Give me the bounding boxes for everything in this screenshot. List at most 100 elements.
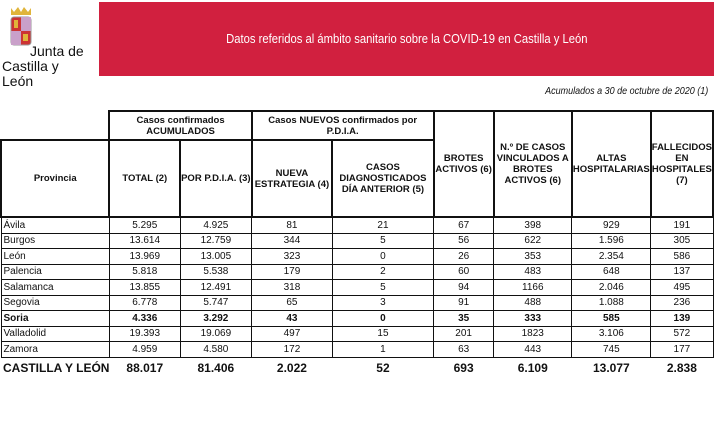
group-header-acumulados: Casos confirmados ACUMULADOS bbox=[108, 110, 253, 141]
total-cell: 6.109 bbox=[517, 360, 548, 375]
col-header: TOTAL (2) bbox=[108, 139, 182, 218]
value-cell: 13.005 bbox=[179, 248, 253, 265]
value-cell: 201 bbox=[433, 325, 495, 342]
col-header: BROTES ACTIVOS (6) bbox=[432, 110, 495, 218]
value-cell: 179 bbox=[251, 263, 333, 280]
value-cell: 13.969 bbox=[108, 248, 181, 265]
value-cell: 1.596 bbox=[571, 232, 652, 249]
province-cell: Valladolid bbox=[0, 325, 110, 342]
value-cell: 35 bbox=[433, 310, 495, 327]
value-cell: 172 bbox=[251, 341, 333, 358]
table-row: Salamanca 13.855 12.491 318 5 94 1166 2.046 495 bbox=[0, 279, 714, 296]
value-cell: 344 bbox=[251, 232, 333, 249]
table-row: Ávila 5.295 4.925 81 21 67 398 929 191 bbox=[0, 216, 714, 234]
value-cell: 60 bbox=[433, 263, 495, 280]
logo-text-1: Junta de bbox=[30, 43, 84, 59]
value-cell: 0 bbox=[331, 248, 435, 265]
total-cell: 2.022 bbox=[276, 360, 307, 375]
value-cell: 94 bbox=[433, 279, 495, 296]
total-cell: 52 bbox=[376, 360, 390, 375]
value-cell: 137 bbox=[650, 263, 714, 280]
province-cell: Salamanca bbox=[0, 279, 110, 296]
value-cell: 4.580 bbox=[179, 341, 253, 358]
value-cell: 5 bbox=[331, 232, 435, 249]
value-cell: 12.491 bbox=[179, 279, 253, 296]
value-cell: 5.295 bbox=[108, 216, 181, 234]
total-cell: 2.838 bbox=[666, 360, 697, 375]
province-cell: Ávila bbox=[0, 216, 110, 234]
blank-cell bbox=[1, 111, 110, 141]
value-cell: 6.778 bbox=[108, 294, 181, 311]
value-cell: 236 bbox=[650, 294, 714, 311]
covid-data-table: Casos confirmados ACUMULADOS Casos NUEVO… bbox=[0, 110, 714, 378]
value-cell: 497 bbox=[251, 325, 333, 342]
col-header: NUEVA ESTRATEGIA (4) bbox=[250, 139, 334, 218]
value-cell: 5 bbox=[331, 279, 435, 296]
value-cell: 12.759 bbox=[179, 232, 253, 249]
total-cell: 88.017 bbox=[126, 360, 164, 375]
value-cell: 929 bbox=[571, 216, 652, 234]
value-cell: 2 bbox=[331, 263, 435, 280]
province-cell: Soria bbox=[0, 310, 110, 327]
banner-title: Datos referidos al ámbito sanitario sobr… bbox=[225, 32, 588, 46]
value-cell: 495 bbox=[650, 279, 714, 296]
total-cell: 13.077 bbox=[592, 360, 630, 375]
value-cell: 5.818 bbox=[108, 263, 181, 280]
value-cell: 13.614 bbox=[108, 232, 181, 249]
table-row: Soria 4.336 3.292 43 0 35 333 585 139 bbox=[0, 310, 714, 327]
value-cell: 43 bbox=[251, 310, 333, 327]
value-cell: 1823 bbox=[493, 325, 573, 342]
value-cell: 333 bbox=[493, 310, 573, 327]
value-cell: 745 bbox=[571, 341, 652, 358]
value-cell: 191 bbox=[650, 216, 714, 234]
province-cell: León bbox=[0, 248, 110, 265]
province-cell: Zamora bbox=[0, 341, 110, 358]
coat-of-arms-icon bbox=[10, 7, 32, 46]
province-cell: Burgos bbox=[0, 232, 110, 249]
value-cell: 323 bbox=[251, 248, 333, 265]
value-cell: 1.088 bbox=[571, 294, 652, 311]
value-cell: 13.855 bbox=[108, 279, 181, 296]
table-row: León 13.969 13.005 323 0 26 353 2.354 586 bbox=[0, 248, 714, 265]
value-cell: 63 bbox=[433, 341, 495, 358]
total-label: CASTILLA Y LEÓN bbox=[3, 360, 110, 375]
value-cell: 5.747 bbox=[179, 294, 253, 311]
table-row: Burgos 13.614 12.759 344 5 56 622 1.596 305 bbox=[0, 232, 714, 249]
value-cell: 353 bbox=[493, 248, 573, 265]
value-cell: 4.336 bbox=[108, 310, 181, 327]
group-header-nuevos: Casos NUEVOS confirmados por P.D.I.A. bbox=[250, 110, 435, 141]
value-cell: 3.292 bbox=[179, 310, 253, 327]
value-cell: 4.925 bbox=[179, 216, 253, 234]
total-cell: 693 bbox=[453, 360, 474, 375]
value-cell: 2.354 bbox=[571, 248, 652, 265]
value-cell: 4.959 bbox=[108, 341, 181, 358]
value-cell: 1 bbox=[331, 341, 435, 358]
value-cell: 398 bbox=[493, 216, 573, 234]
value-cell: 19.393 bbox=[108, 325, 181, 342]
table-row: Valladolid 19.393 19.069 497 15 201 1823 3.106 5… bbox=[0, 325, 714, 342]
col-header: ALTAS HOSPITALARIAS bbox=[570, 110, 652, 218]
value-cell: 56 bbox=[433, 232, 495, 249]
value-cell: 0 bbox=[331, 310, 435, 327]
col-header: FALLECIDOS EN HOSPITALES (7) bbox=[649, 110, 714, 218]
province-cell: Palencia bbox=[0, 263, 110, 280]
value-cell: 3 bbox=[331, 294, 435, 311]
value-cell: 483 bbox=[493, 263, 573, 280]
value-cell: 585 bbox=[571, 310, 652, 327]
col-header: CASOS DIAGNOSTICADOS DÍA ANTERIOR (5) bbox=[331, 139, 435, 218]
title-banner: Datos referidos al ámbito sanitario sobr… bbox=[99, 2, 714, 76]
value-cell: 622 bbox=[493, 232, 573, 249]
table-row: Palencia 5.818 5.538 179 2 60 483 648 137 bbox=[0, 263, 714, 280]
col-header: POR P.D.I.A. (3) bbox=[179, 139, 253, 218]
value-cell: 177 bbox=[650, 341, 714, 358]
value-cell: 19.069 bbox=[179, 325, 253, 342]
value-cell: 21 bbox=[331, 216, 435, 234]
logo-text-2: Castilla y León bbox=[2, 58, 59, 89]
total-cell: 81.406 bbox=[197, 360, 235, 375]
value-cell: 2.046 bbox=[571, 279, 652, 296]
value-cell: 81 bbox=[251, 216, 333, 234]
value-cell: 139 bbox=[650, 310, 714, 327]
province-cell: Segovia bbox=[0, 294, 110, 311]
col-header: Provincia bbox=[0, 139, 111, 218]
value-cell: 67 bbox=[433, 216, 495, 234]
